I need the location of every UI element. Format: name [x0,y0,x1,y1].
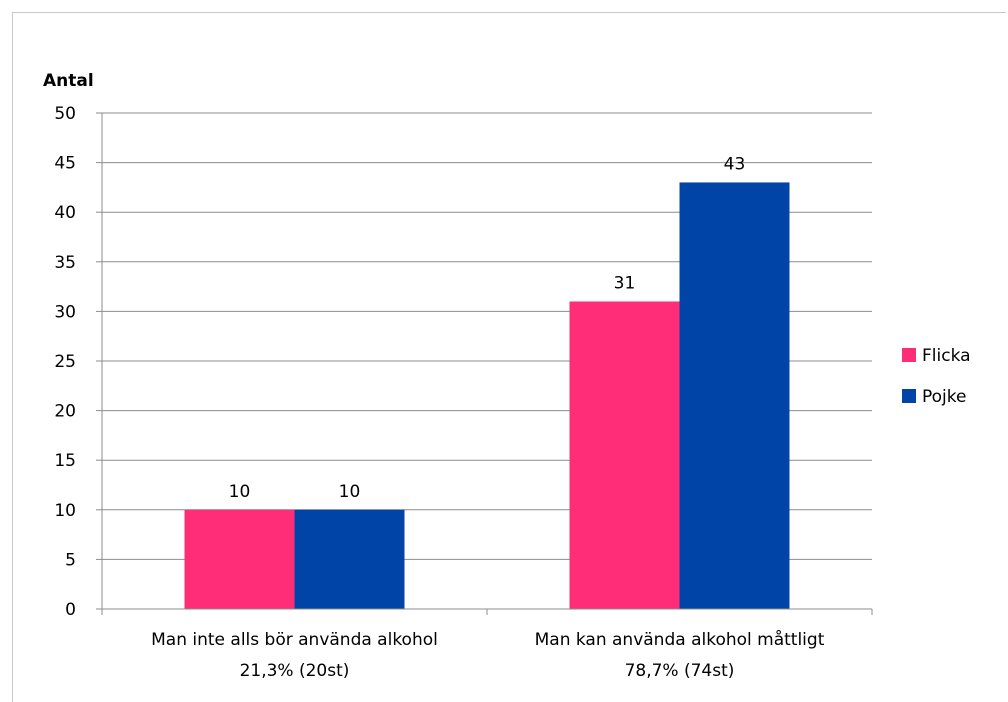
bar-pojke [294,509,405,609]
data-labels: 10 10 31 43 [229,154,746,501]
y-tick-label: 50 [54,104,76,124]
legend-swatch-pojke [902,389,916,403]
legend-label: Flicka [922,346,971,366]
y-tick-label: 30 [54,302,76,322]
data-label: 43 [724,154,746,174]
x-category-label: Man inte alls bör använda alkohol [151,630,438,650]
y-tick-label: 0 [65,600,76,620]
y-tick-label: 45 [54,154,76,174]
data-label: 10 [229,482,251,502]
data-label: 31 [614,273,636,293]
axes [101,113,873,615]
bar-flicka [569,301,680,609]
legend-swatch-flicka [902,348,916,362]
y-tick-label: 5 [65,550,76,570]
y-axis-ticks: 0 5 10 15 20 25 30 35 40 45 50 [54,104,102,620]
x-axis-labels: Man inte alls bör använda alkohol 21,3% (… [151,629,825,681]
y-tick-label: 25 [54,352,76,372]
legend: Flicka Pojke [902,346,971,407]
chart-frame [12,12,1006,702]
x-category-label: Man kan använda alkohol måttligt [535,629,825,650]
x-category-label: 78,7% (74st) [625,661,735,681]
bar-flicka [184,509,295,609]
y-axis-label: Antal [43,71,94,91]
y-tick-label: 10 [54,501,76,521]
bar-pojke [679,182,790,609]
y-tick-label: 40 [54,203,76,223]
y-tick-label: 35 [54,253,76,273]
data-label: 10 [339,482,361,502]
x-category-label: 21,3% (20st) [240,661,350,681]
bars [184,182,790,609]
y-tick-label: 15 [54,451,76,471]
y-tick-label: 20 [54,402,76,422]
legend-label: Pojke [922,387,966,407]
